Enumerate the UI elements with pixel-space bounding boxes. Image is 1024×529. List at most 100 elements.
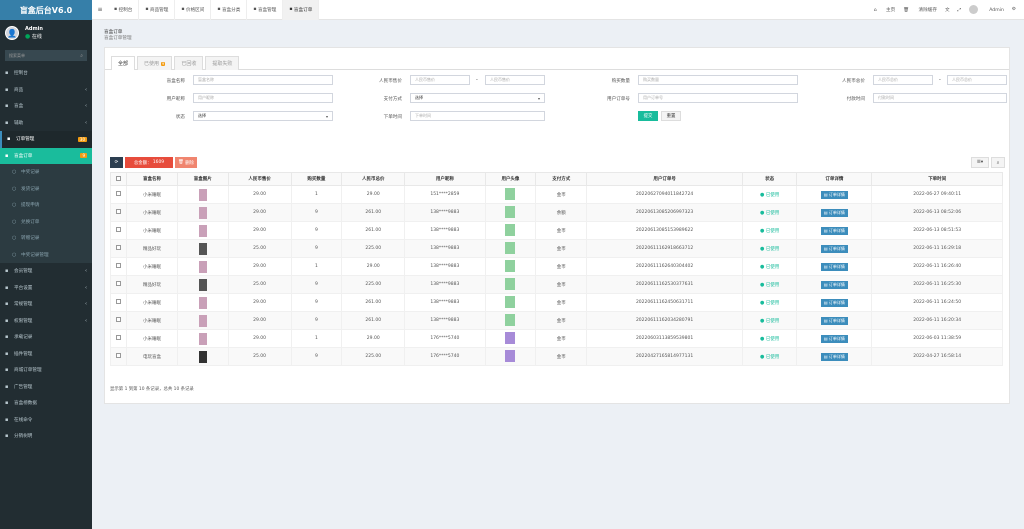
total-min-input[interactable]: 人民币总价 — [873, 75, 933, 85]
box-image[interactable] — [198, 314, 207, 327]
user-avatar[interactable] — [505, 349, 516, 362]
box-image[interactable] — [198, 260, 207, 273]
user-avatar[interactable] — [505, 205, 516, 218]
qty-input[interactable]: 购买数量 — [638, 75, 798, 85]
box-image[interactable] — [198, 206, 207, 219]
pay-time-input[interactable]: 付款时间 — [873, 93, 1007, 103]
table-row[interactable]: 电玩盲盒 25.00 9 225.00 176****5740 金币 20220427165… — [109, 347, 1003, 366]
sidebar-item-plugins[interactable]: ▪ 插件管理 — [0, 346, 92, 363]
box-image[interactable] — [198, 332, 207, 345]
language-icon[interactable]: 文 — [944, 7, 950, 13]
user-avatar[interactable] — [505, 223, 516, 236]
box-name-input[interactable]: 盲盒名称 — [193, 75, 333, 85]
reset-button[interactable]: 重置 — [661, 111, 681, 121]
row-checkbox[interactable] — [116, 317, 122, 322]
table-row[interactable]: 小米睡眠 29.00 1 29.00 176****5740 金币 202206031138… — [109, 329, 1003, 348]
user-avatar[interactable] — [505, 259, 516, 272]
sidebar-item-win-records[interactable]: ○ 中奖记录 — [0, 164, 92, 181]
column-header[interactable]: 下单时间 — [871, 172, 1003, 186]
order-detail-button[interactable]: ▤ 订单详情 — [820, 262, 848, 271]
column-header[interactable]: 用户头像 — [484, 172, 537, 186]
table-row[interactable]: 小米睡眠 29.00 1 29.00 151****2859 金币 202206270940… — [109, 185, 1003, 204]
pay-total-button[interactable]: 总金额： 1609 — [125, 157, 173, 168]
sidebar-item-transfer[interactable]: ○ 转赠记录 — [0, 230, 92, 247]
column-header[interactable]: 状态 — [741, 172, 798, 186]
column-header[interactable]: 用户订单号 — [586, 172, 743, 186]
sidebar-search-input[interactable]: 搜索菜单 — [9, 52, 25, 58]
sidebar-search[interactable]: 搜索菜单 ⌕ — [5, 50, 87, 61]
column-header[interactable]: 支付方式 — [535, 172, 588, 186]
unit-price-min-input[interactable]: 人民币售价 — [410, 75, 470, 85]
tab-1[interactable]: ▪ 商品管理 — [139, 0, 176, 20]
select-all-checkbox[interactable] — [116, 175, 122, 181]
table-row[interactable]: 精品好玩 25.00 9 225.00 138****9883 金币 20220611162… — [109, 275, 1003, 294]
sidebar-item-blindbox[interactable]: ▪ 盲盒 ‹ — [0, 98, 92, 115]
sidebar-item-general[interactable]: ▪ 常规管理 ‹ — [0, 296, 92, 313]
row-checkbox[interactable] — [116, 245, 122, 250]
status-tab-0[interactable]: 全部 — [111, 56, 136, 70]
row-checkbox[interactable] — [116, 335, 122, 340]
sidebar-item-goods[interactable]: ▪ 商品 ‹ — [0, 82, 92, 99]
tab-2[interactable]: ▪ 价格区间 — [175, 0, 212, 20]
table-row[interactable]: 小米睡眠 29.00 9 261.00 138****9883 金币 20220611162… — [109, 293, 1003, 312]
row-checkbox[interactable] — [116, 263, 122, 268]
nick-input[interactable]: 用户昵称 — [193, 93, 333, 103]
user-avatar[interactable] — [505, 313, 516, 326]
submit-button[interactable]: 提交 — [638, 111, 658, 121]
sidebar-item-ads[interactable]: ▪ 广告管理 — [0, 379, 92, 396]
sidebar-item-assist[interactable]: ▪ 辅助 ‹ — [0, 115, 92, 132]
box-image[interactable] — [198, 296, 207, 309]
box-image[interactable] — [198, 278, 207, 291]
clear-cache-link[interactable]: 🗑 清除缓存 — [903, 7, 937, 13]
sidebar-item-dashboard[interactable]: ▪ 控制台 — [0, 65, 92, 82]
status-tab-1[interactable]: 已使用 9 — [137, 56, 173, 70]
table-row[interactable]: 小米睡眠 29.00 9 261.00 138****9883 金币 20220611162… — [109, 311, 1003, 330]
row-checkbox[interactable] — [116, 209, 122, 214]
sidebar-item-exchange[interactable]: ○ 兑换订单 — [0, 213, 92, 230]
order-detail-button[interactable]: ▤ 订单详情 — [820, 316, 848, 325]
table-row[interactable]: 小米睡眠 29.00 9 261.00 138****9883 金币 20220613085… — [109, 221, 1003, 240]
row-checkbox[interactable] — [116, 353, 122, 358]
order-detail-button[interactable]: ▤ 订单详情 — [820, 208, 848, 217]
pay-select[interactable]: 选择 ▾ — [410, 93, 545, 103]
order-detail-button[interactable]: ▤ 订单详情 — [820, 244, 848, 253]
sidebar-item-command[interactable]: ▪ 在线命令 — [0, 412, 92, 429]
brand-title[interactable]: 盲盒后台V6.0 — [0, 0, 92, 20]
row-checkbox[interactable] — [116, 191, 122, 196]
home-link[interactable]: ⌂ 主页 — [873, 7, 896, 13]
sidebar-item-ship-records[interactable]: ○ 发货记录 — [0, 180, 92, 197]
order-detail-button[interactable]: ▤ 订单详情 — [820, 190, 848, 199]
search-icon[interactable]: ⌕ — [991, 157, 1005, 168]
table-row[interactable]: 小米睡眠 29.00 9 261.00 138****9883 余额 20220613085… — [109, 203, 1003, 222]
sidebar-item-members[interactable]: ▪ 会员管理 ‹ — [0, 263, 92, 280]
sidebar-item-orders[interactable]: ▪ 订单管理 30 — [0, 131, 92, 148]
column-header[interactable]: 盲盒名称 — [126, 172, 178, 186]
column-header[interactable]: 用户昵称 — [404, 172, 486, 186]
sidebar-item-load[interactable]: ▪ 承载记录 — [0, 329, 92, 346]
tab-4[interactable]: ▪ 盲盒管理 — [247, 0, 284, 20]
sidebar-item-win-manage[interactable]: ○ 中奖记录管理 — [0, 246, 92, 263]
sidebar-item-box-rank[interactable]: ▪ 盲盒榜数据 — [0, 395, 92, 412]
user-avatar[interactable] — [505, 331, 516, 344]
refresh-button[interactable]: ⟳ — [110, 157, 123, 168]
column-header[interactable]: 订单详情 — [796, 172, 873, 186]
column-header[interactable]: 购买数量 — [290, 172, 343, 186]
order-detail-button[interactable]: ▤ 订单详情 — [820, 334, 848, 343]
status-tab-3[interactable]: 提取失败 — [205, 56, 240, 70]
column-header[interactable]: 盲盒图片 — [176, 172, 229, 186]
order-detail-button[interactable]: ▤ 订单详情 — [820, 298, 848, 307]
sidebar-item-shop-orders[interactable]: ▪ 商城订单管理 — [0, 362, 92, 379]
table-row[interactable]: 精品好玩 25.00 9 225.00 138****9883 金币 20220611162… — [109, 239, 1003, 258]
order-detail-button[interactable]: ▤ 订单详情 — [820, 226, 848, 235]
order-time-input[interactable]: 下单时间 — [410, 111, 545, 121]
tab-5[interactable]: ▪ 盲盒订单 — [283, 0, 320, 20]
fullscreen-icon[interactable]: ⤢ — [957, 7, 962, 13]
sidebar-item-auth[interactable]: ▪ 权限管理 ‹ — [0, 313, 92, 330]
column-header[interactable]: 人民币总价 — [341, 172, 406, 186]
unit-price-max-input[interactable]: 人民币售价 — [485, 75, 545, 85]
row-checkbox[interactable] — [116, 299, 122, 304]
order-detail-button[interactable]: ▤ 订单详情 — [820, 280, 848, 289]
order-no-input[interactable]: 用户订单号 — [638, 93, 798, 103]
box-image[interactable] — [198, 188, 207, 201]
user-avatar[interactable] — [505, 295, 516, 308]
